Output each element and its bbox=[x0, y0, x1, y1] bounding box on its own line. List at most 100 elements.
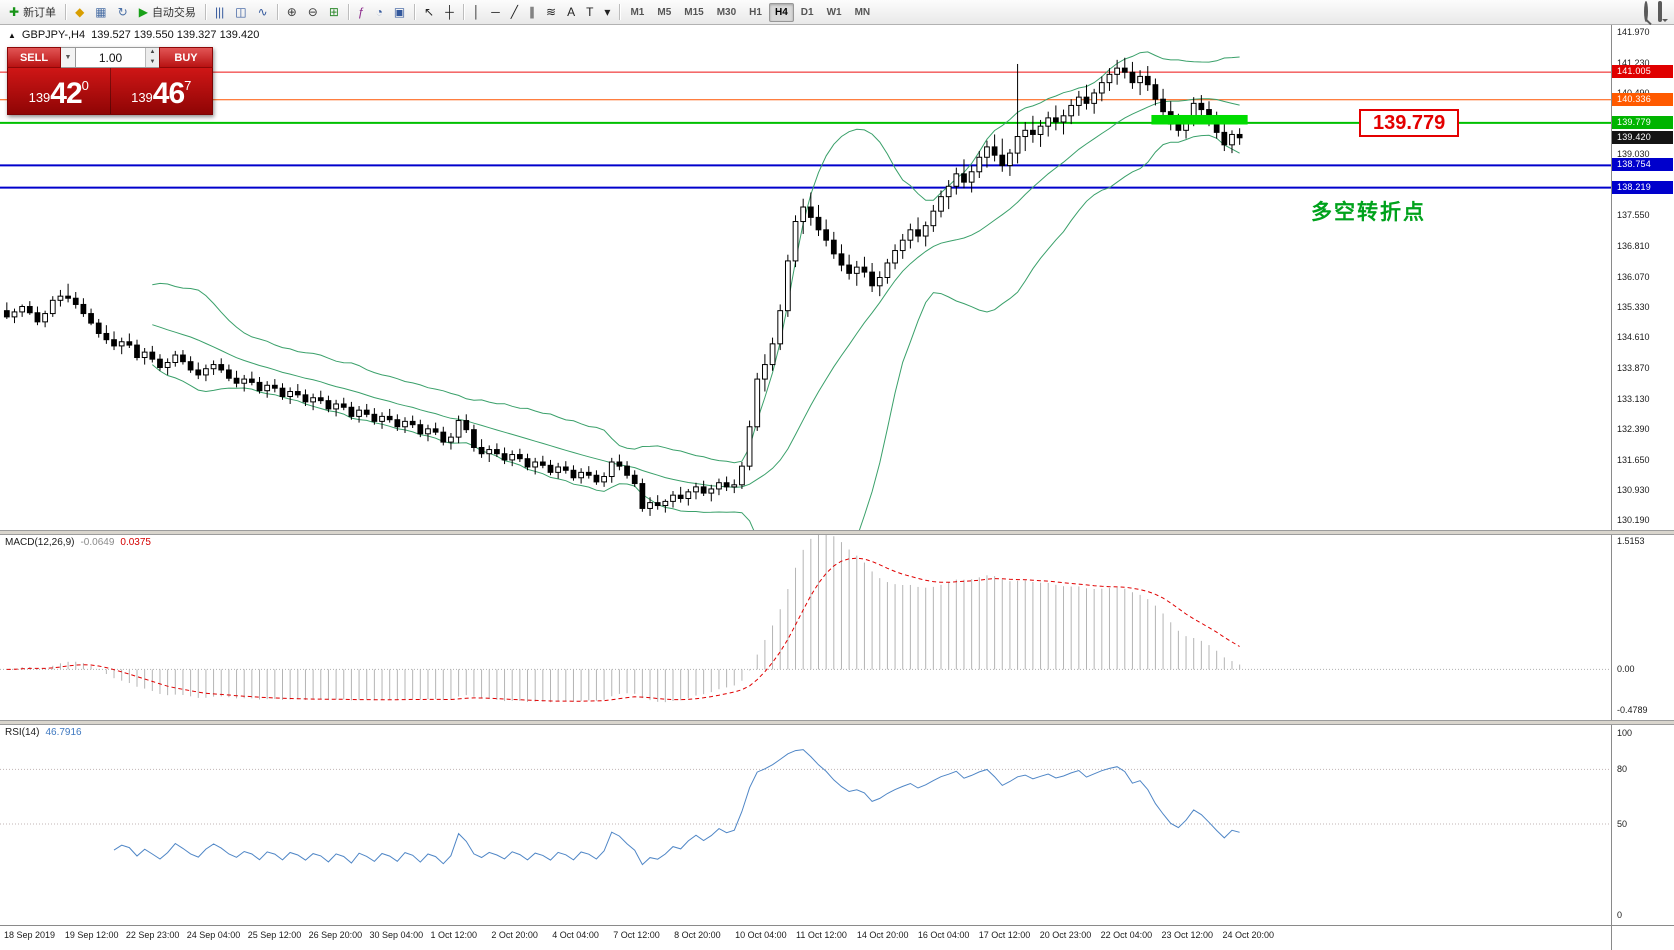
price-tick: 136.810 bbox=[1617, 240, 1650, 251]
horizontal-line-icon[interactable]: ─ bbox=[486, 1, 505, 23]
price-tick: 133.870 bbox=[1617, 362, 1650, 373]
time-label: 16 Oct 04:00 bbox=[917, 930, 970, 940]
new-order-button-label: 新订单 bbox=[23, 7, 57, 19]
text-label-icon[interactable]: T bbox=[581, 1, 598, 23]
periods-icon[interactable]: ◔ bbox=[371, 1, 388, 23]
trendline-icon[interactable]: ╱ bbox=[506, 1, 523, 23]
toolbar-separator bbox=[347, 4, 349, 20]
autotrade-button-label: 自动交易 bbox=[151, 7, 196, 19]
rsi-axis[interactable]: 100 80 50 0 bbox=[1611, 725, 1674, 925]
zoom-out-icon[interactable]: ⊖ bbox=[303, 1, 323, 23]
zoom-in-icon[interactable]: ⊕ bbox=[282, 1, 302, 23]
buy-price-button[interactable]: 139 46 7 bbox=[111, 68, 213, 114]
price-tick: 137.550 bbox=[1617, 210, 1650, 221]
macd-axis[interactable]: 1.5153 0.00 -0.4789 bbox=[1611, 535, 1674, 720]
data-window-icon[interactable]: ▦ bbox=[90, 1, 111, 23]
price-callout-139779[interactable]: 139.779 bbox=[1359, 108, 1460, 137]
rsi-label: RSI(14) 46.7916 bbox=[5, 727, 82, 738]
timeframe-m5-button[interactable]: M5 bbox=[657, 6, 672, 18]
text-icon[interactable]: A bbox=[562, 1, 580, 23]
indicators-icon[interactable]: ƒ bbox=[353, 1, 370, 23]
bar-chart-icon[interactable]: ||| bbox=[210, 1, 229, 23]
autotrade-button[interactable]: ▶ 自动交易 bbox=[134, 1, 201, 23]
rsi-tick: 0 bbox=[1617, 910, 1623, 920]
time-label: 24 Oct 20:00 bbox=[1222, 930, 1275, 940]
equidistant-channel-icon-glyph: ∥ bbox=[529, 5, 535, 19]
text-label-icon-glyph: T bbox=[586, 5, 594, 19]
price-tick: 141.230 bbox=[1617, 57, 1650, 68]
timeframe-m30-button[interactable]: M30 bbox=[716, 6, 737, 18]
time-label: 30 Sep 04:00 bbox=[369, 930, 424, 940]
cursor-icon[interactable]: ↖ bbox=[419, 1, 439, 23]
market-watch-icon[interactable]: ◆ bbox=[70, 1, 89, 23]
rsi-canvas[interactable]: RSI(14) 46.7916 bbox=[0, 725, 1611, 925]
sell-price-big: 42 bbox=[50, 77, 82, 110]
pane-separator[interactable] bbox=[0, 720, 1674, 725]
sell-price-button[interactable]: 139 42 0 bbox=[8, 68, 111, 114]
time-label: 25 Sep 12:00 bbox=[247, 930, 302, 940]
buy-button[interactable]: BUY bbox=[159, 47, 213, 68]
crosshair-icon[interactable]: ┼ bbox=[440, 1, 459, 23]
turning-point-annotation[interactable]: 多空转折点 bbox=[1311, 201, 1426, 225]
sell-button[interactable]: SELL bbox=[7, 47, 61, 68]
price-tick: 141.970 bbox=[1617, 27, 1650, 38]
lot-stepper[interactable]: ▲ ▼ bbox=[145, 48, 159, 67]
rsi-value: 46.7916 bbox=[45, 727, 82, 738]
symbol-period-label: GBPJPY-,H4 bbox=[21, 29, 86, 41]
price-tick: 139.030 bbox=[1617, 148, 1650, 159]
templates-icon[interactable]: ▣ bbox=[389, 1, 410, 23]
price-badge-138.754: 138.754 bbox=[1612, 158, 1673, 172]
price-badge-138.219: 138.219 bbox=[1612, 180, 1673, 194]
tile-windows-icon[interactable]: ⊞ bbox=[324, 1, 344, 23]
chat-icon[interactable] bbox=[1658, 1, 1662, 22]
line-chart-icon-glyph: ∿ bbox=[257, 5, 268, 19]
time-label: 1 Oct 12:00 bbox=[430, 930, 477, 940]
lot-up-icon[interactable]: ▲ bbox=[146, 48, 159, 58]
time-axis[interactable]: 18 Sep 2019 19 Sep 12:00 22 Sep 23:00 24 Se… bbox=[0, 925, 1674, 950]
price-axis[interactable]: 141.970141.230140.490139.750139.030138.2… bbox=[1611, 25, 1674, 530]
time-axis-spacer bbox=[1611, 926, 1674, 950]
rsi-tick: 100 bbox=[1617, 728, 1633, 738]
price-tick: 130.930 bbox=[1617, 484, 1650, 495]
lot-dropdown-icon[interactable]: ▼ bbox=[61, 47, 76, 68]
timeframe-m15-button[interactable]: M15 bbox=[684, 6, 704, 18]
macd-canvas[interactable]: MACD(12,26,9) -0.0649 0.0375 bbox=[0, 535, 1611, 720]
time-label: 19 Sep 12:00 bbox=[64, 930, 119, 940]
chat-glyph bbox=[1658, 1, 1662, 22]
timeframe-h1-button[interactable]: H1 bbox=[749, 6, 762, 18]
price-tick: 134.610 bbox=[1617, 332, 1650, 343]
toolbar-separator bbox=[619, 4, 621, 20]
chart-canvas[interactable]: ▲ GBPJPY-,H4 139.527 139.550 139.327 139… bbox=[0, 25, 1611, 530]
timeframe-d1-button[interactable]: D1 bbox=[800, 6, 814, 18]
equidistant-channel-icon[interactable]: ∥ bbox=[524, 1, 540, 23]
price-tick: 136.070 bbox=[1617, 271, 1650, 282]
timeframe-w1-button[interactable]: W1 bbox=[826, 6, 842, 18]
macd-name: MACD(12,26,9) bbox=[5, 537, 75, 548]
refresh-icon-glyph: ↻ bbox=[117, 5, 128, 19]
time-label: 18 Sep 2019 bbox=[4, 930, 56, 940]
line-chart-icon[interactable]: ∿ bbox=[253, 1, 273, 23]
lot-down-icon[interactable]: ▼ bbox=[146, 57, 159, 67]
timeframe-m1-button[interactable]: M1 bbox=[630, 6, 645, 18]
zoom-out-icon-glyph: ⊖ bbox=[307, 5, 318, 19]
time-label: 22 Oct 04:00 bbox=[1100, 930, 1153, 940]
timeframe-mn-button[interactable]: MN bbox=[854, 6, 871, 18]
timeframe-h4-button[interactable]: H4 bbox=[768, 2, 794, 22]
fibonacci-icon-glyph: ≋ bbox=[546, 5, 557, 19]
fibonacci-icon[interactable]: ≋ bbox=[541, 1, 561, 23]
candlestick-chart-icon[interactable]: ◫ bbox=[230, 1, 251, 23]
pane-separator[interactable] bbox=[0, 530, 1674, 535]
autotrade-button-glyph: ▶ bbox=[138, 5, 148, 19]
time-label: 8 Oct 20:00 bbox=[674, 930, 721, 940]
one-click-panel-toggle[interactable]: ▲ bbox=[8, 30, 16, 40]
horizontal-line-icon-glyph: ─ bbox=[491, 5, 500, 19]
vertical-line-icon[interactable]: │ bbox=[468, 1, 486, 23]
search-icon[interactable] bbox=[1644, 1, 1648, 22]
refresh-icon[interactable]: ↻ bbox=[113, 1, 133, 23]
shapes-dropdown-icon[interactable]: ▾ bbox=[599, 1, 615, 23]
main-chart-pane: ▲ GBPJPY-,H4 139.527 139.550 139.327 139… bbox=[0, 25, 1674, 530]
templates-icon-glyph: ▣ bbox=[393, 5, 406, 19]
lot-size-input[interactable]: 1.00 bbox=[98, 50, 123, 65]
market-watch-icon-glyph: ◆ bbox=[75, 5, 85, 19]
new-order-button[interactable]: ✚ 新订单 bbox=[4, 1, 61, 23]
